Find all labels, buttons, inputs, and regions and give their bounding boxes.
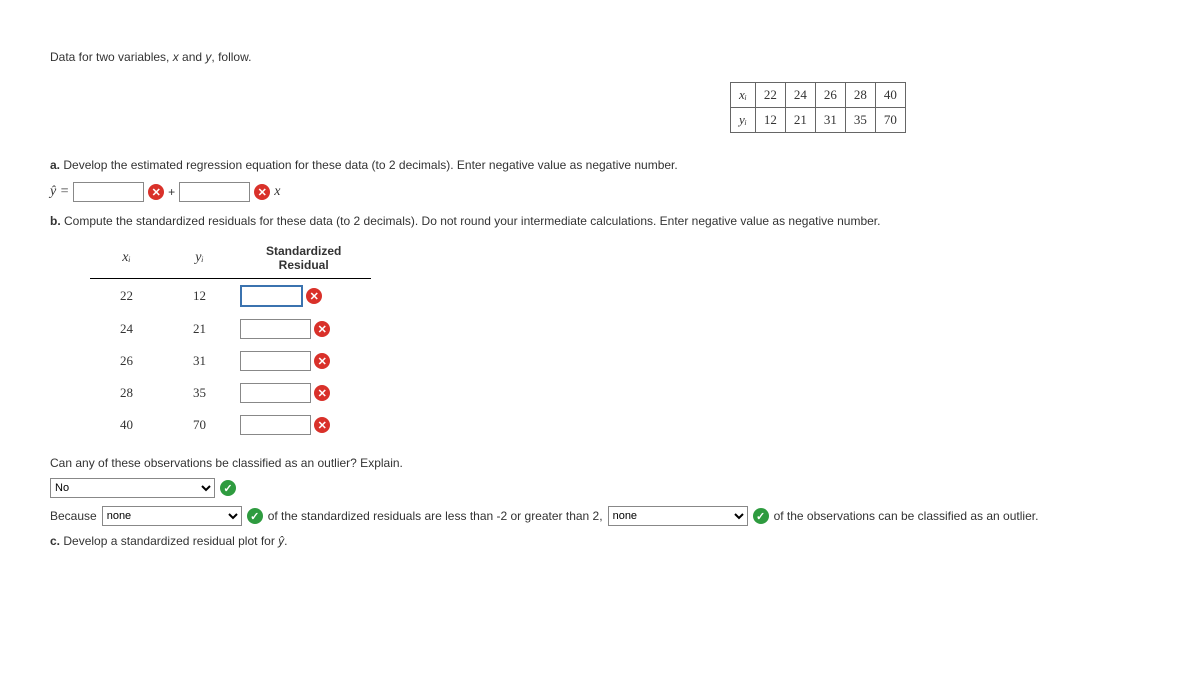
because-select-2[interactable]: none [608, 506, 748, 526]
x-val-3: 28 [845, 83, 875, 108]
col-res-header: StandardizedResidual [236, 238, 371, 279]
part-b-text: Compute the standardized residuals for t… [64, 214, 880, 228]
y-val-4: 70 [875, 108, 905, 133]
x-val-1: 24 [785, 83, 815, 108]
table-row: 26 31 ✕ [90, 345, 371, 377]
end-text: of the observations can be classified as… [774, 509, 1039, 523]
part-b: b. Compute the standardized residuals fo… [50, 214, 1150, 228]
residual-input-0[interactable] [240, 285, 303, 307]
correct-icon: ✓ [220, 480, 236, 496]
table-row: 22 12 ✕ [90, 279, 371, 314]
residual-input-1[interactable] [240, 319, 311, 339]
x-symbol: x [274, 184, 280, 200]
mid-text: of the standardized residuals are less t… [268, 509, 603, 523]
correct-icon: ✓ [247, 508, 263, 524]
table-row: 28 35 ✕ [90, 377, 371, 409]
wrong-icon: ✕ [254, 184, 270, 200]
part-b-label: b. [50, 214, 61, 228]
x-val-2: 26 [815, 83, 845, 108]
part-a-label: a. [50, 158, 60, 172]
outlier-question: Can any of these observations be classif… [50, 456, 1150, 470]
wrong-icon: ✕ [148, 184, 164, 200]
xy-data-table: xᵢ 22 24 26 28 40 yᵢ 12 21 31 35 70 [730, 82, 906, 133]
wrong-icon: ✕ [306, 288, 322, 304]
cell-x: 22 [90, 279, 163, 314]
cell-y: 31 [163, 345, 236, 377]
y-val-0: 12 [755, 108, 785, 133]
slope-input[interactable] [179, 182, 250, 202]
part-c-label: c. [50, 534, 60, 548]
residual-input-3[interactable] [240, 383, 311, 403]
x-val-0: 22 [755, 83, 785, 108]
part-a: a. Develop the estimated regression equa… [50, 158, 1150, 172]
residual-table: xᵢ yᵢ StandardizedResidual 22 12 ✕ 24 21… [90, 238, 371, 441]
outlier-answer-row-2: Because none ✓ of the standardized resid… [50, 506, 1150, 526]
col-x-header: xᵢ [90, 238, 163, 279]
row-header-x: xᵢ [731, 83, 756, 108]
regression-equation: ŷ = ✕ + ✕ x [50, 182, 1150, 202]
cell-x: 26 [90, 345, 163, 377]
cell-y: 12 [163, 279, 236, 314]
plus-sign: + [168, 185, 175, 199]
part-a-text: Develop the estimated regression equatio… [63, 158, 677, 172]
y-val-2: 31 [815, 108, 845, 133]
x-val-4: 40 [875, 83, 905, 108]
y-val-3: 35 [845, 108, 875, 133]
residual-input-4[interactable] [240, 415, 311, 435]
y-val-1: 21 [785, 108, 815, 133]
cell-x: 40 [90, 409, 163, 441]
cell-y: 35 [163, 377, 236, 409]
correct-icon: ✓ [753, 508, 769, 524]
wrong-icon: ✕ [314, 417, 330, 433]
table-row: 40 70 ✕ [90, 409, 371, 441]
outlier-select-yesno[interactable]: No [50, 478, 215, 498]
cell-x: 28 [90, 377, 163, 409]
yhat-symbol: ŷ = [50, 184, 69, 200]
because-select-1[interactable]: none [102, 506, 242, 526]
part-c-text: Develop a standardized residual plot for… [63, 534, 287, 548]
cell-y: 70 [163, 409, 236, 441]
intro-text: Data for two variables, x and y, follow. [50, 50, 1150, 64]
cell-x: 24 [90, 313, 163, 345]
wrong-icon: ✕ [314, 321, 330, 337]
col-y-header: yᵢ [163, 238, 236, 279]
part-c: c. Develop a standardized residual plot … [50, 534, 1150, 548]
cell-y: 21 [163, 313, 236, 345]
because-text: Because [50, 509, 97, 523]
row-header-y: yᵢ [731, 108, 756, 133]
table-row: 24 21 ✕ [90, 313, 371, 345]
outlier-answer-row-1: No ✓ [50, 478, 1150, 498]
residual-input-2[interactable] [240, 351, 311, 371]
wrong-icon: ✕ [314, 385, 330, 401]
data-table-container: xᵢ 22 24 26 28 40 yᵢ 12 21 31 35 70 [730, 82, 1150, 133]
wrong-icon: ✕ [314, 353, 330, 369]
intercept-input[interactable] [73, 182, 144, 202]
